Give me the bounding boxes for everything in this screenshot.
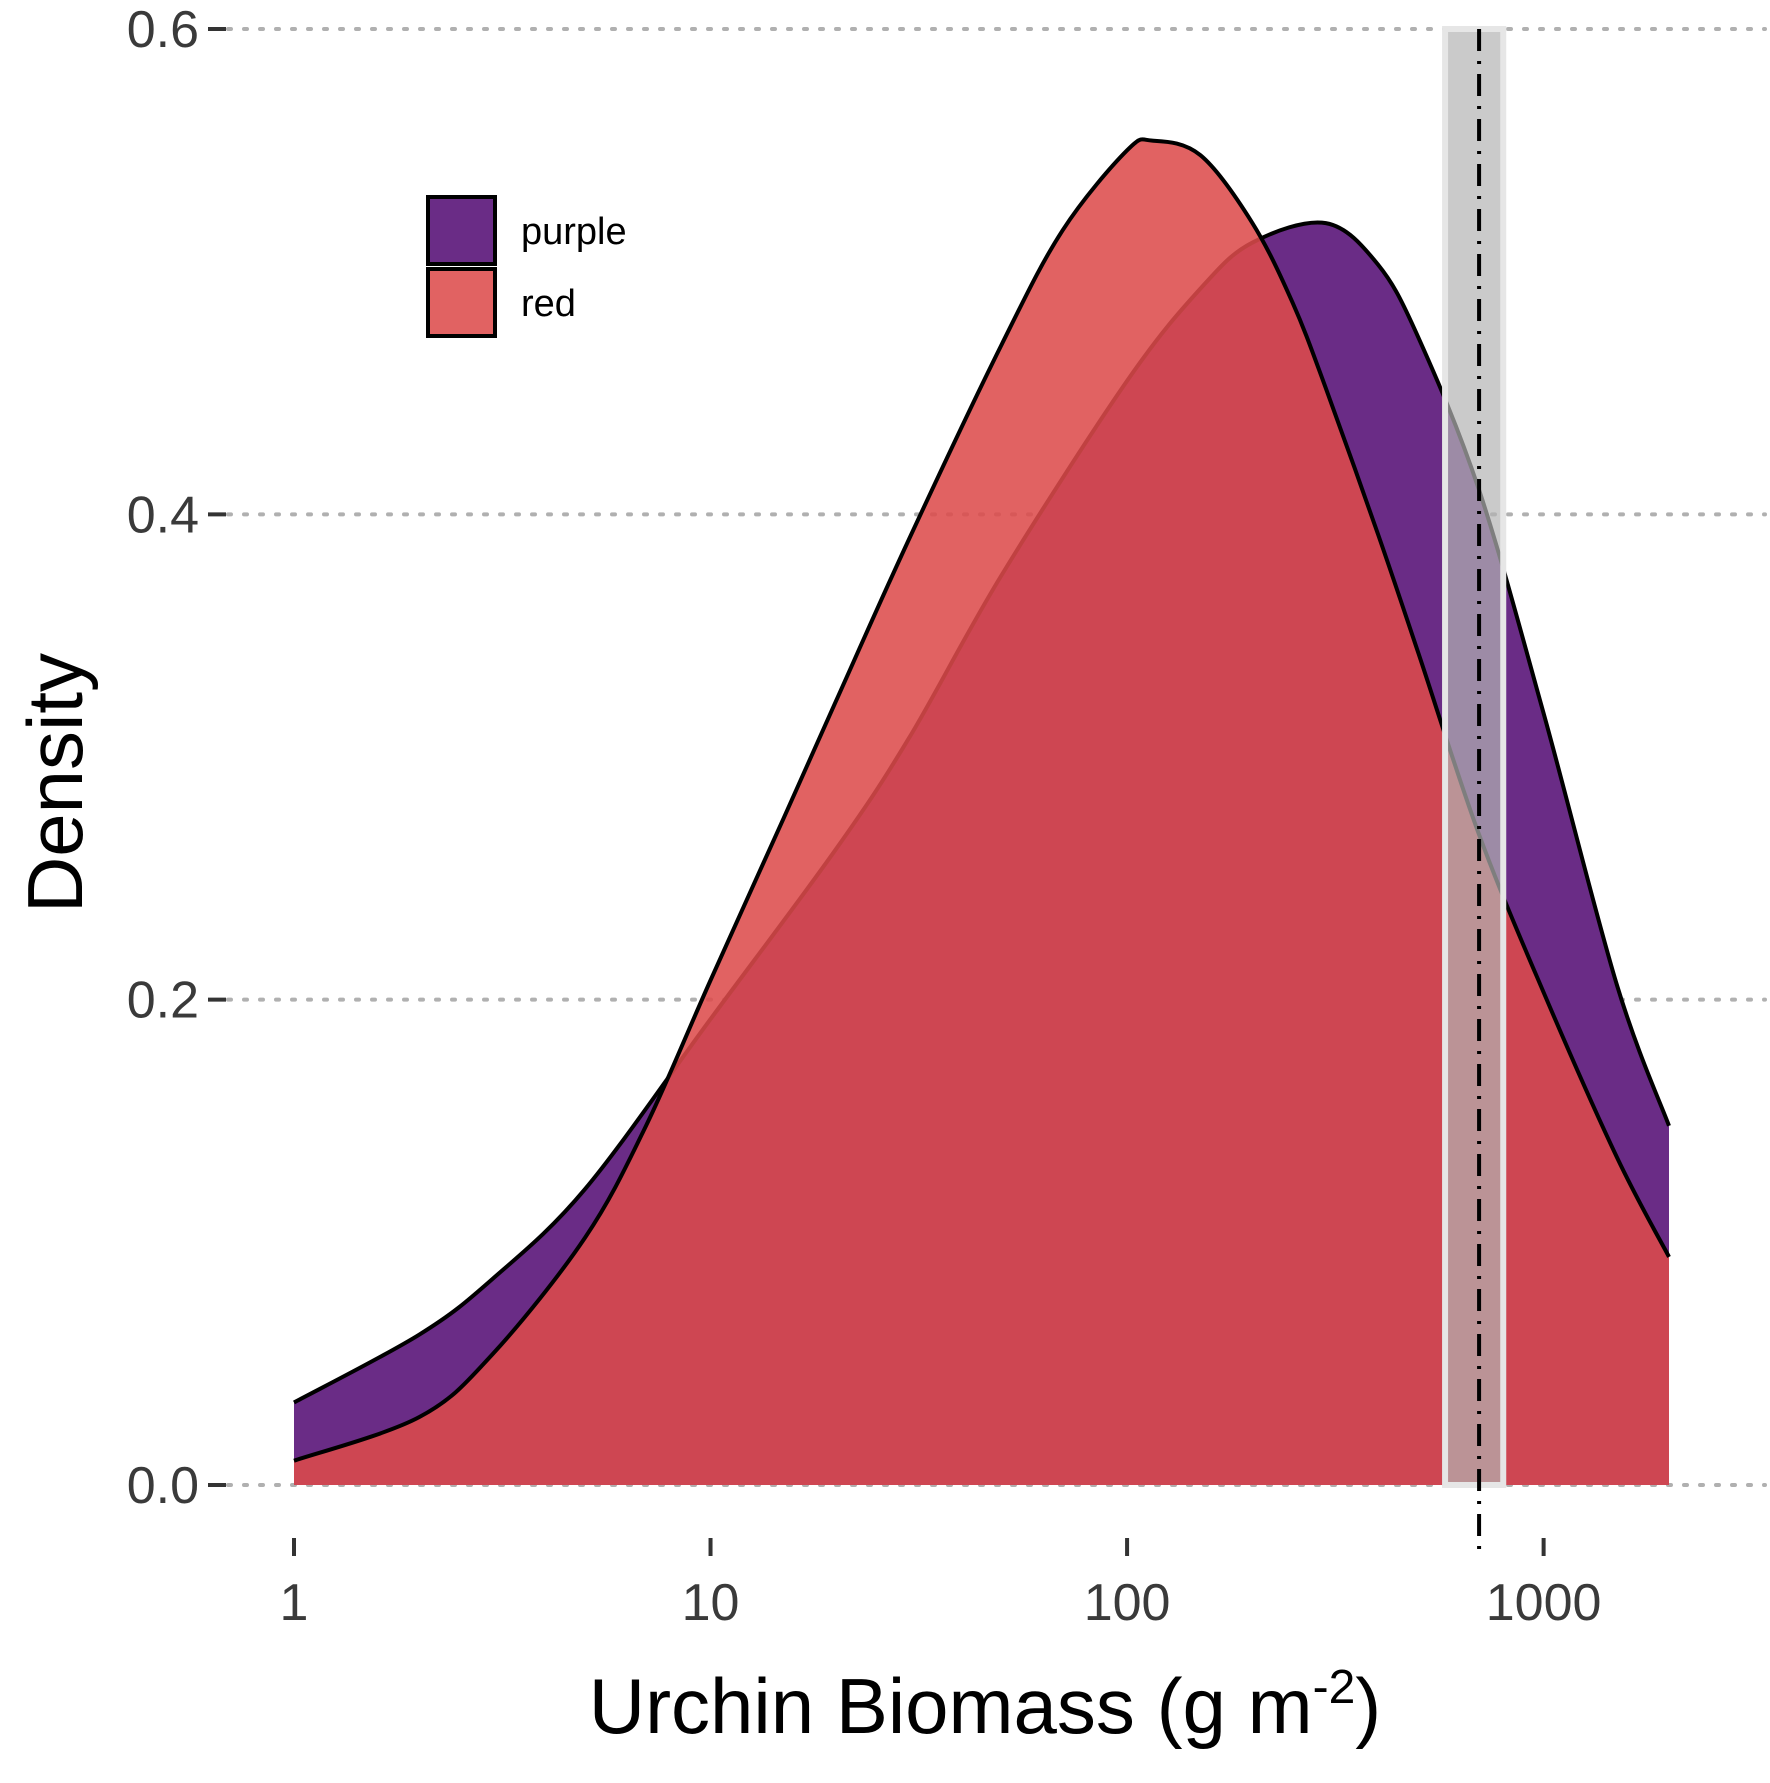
legend-label-red: red [521, 283, 576, 325]
x-axis-title: Urchin Biomass (g m-2) [589, 1661, 1382, 1750]
legend-key-red [426, 267, 497, 338]
x-axis-title-superscript: -2 [1313, 1661, 1356, 1714]
y-axis-title: Density [11, 653, 99, 913]
y-axis: 0.0 0.2 0.4 0.6 [127, 1, 226, 1515]
x-tick-label: 100 [1084, 1574, 1171, 1632]
legend-key-purple [426, 195, 497, 266]
reference-band-rect [1442, 26, 1507, 1488]
x-tick-label: 1000 [1486, 1574, 1602, 1632]
x-tick-label: 1 [280, 1574, 309, 1632]
x-tick-label: 10 [682, 1574, 740, 1632]
y-tick-label: 0.2 [127, 972, 199, 1030]
y-tick-label: 0.6 [127, 1, 199, 59]
x-axis: 1 10 100 1000 [280, 1538, 1602, 1632]
density-area-red [294, 139, 1669, 1485]
density-areas [293, 137, 1671, 1485]
legend: purple red [426, 195, 627, 338]
y-tick-label: 0.0 [127, 1457, 199, 1515]
reference-band [1442, 26, 1507, 1558]
legend-label-purple: purple [521, 211, 627, 253]
y-tick-label: 0.4 [127, 486, 199, 544]
